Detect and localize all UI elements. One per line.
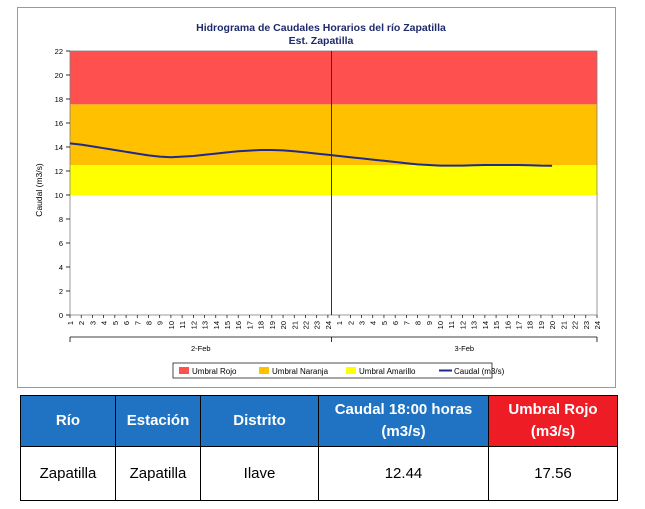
- x-tick-label: 7: [133, 321, 142, 325]
- y-tick-label: 14: [55, 143, 63, 152]
- cell-caudal: 12.44: [318, 446, 489, 501]
- x-tick-label: 20: [548, 321, 557, 329]
- series-caudal-line: [69, 142, 553, 167]
- cell-umbral-rojo: 17.56: [488, 446, 618, 501]
- y-tick-label: 12: [55, 167, 63, 176]
- y-tick-label: 4: [59, 263, 63, 272]
- y-tick-label: 10: [55, 191, 63, 200]
- legend-swatch: [259, 367, 269, 374]
- x-tick-label: 5: [111, 321, 120, 325]
- x-tick-label: 16: [234, 321, 243, 329]
- x-tick-label: 18: [257, 321, 266, 329]
- x-tick-label: 9: [425, 321, 434, 325]
- x-tick-label: 6: [122, 321, 131, 325]
- chart-title: Hidrograma de Caudales Horarios del río …: [196, 22, 446, 34]
- x-tick-label: 21: [559, 321, 568, 329]
- x-tick-label: 24: [593, 321, 602, 329]
- table-row: Zapatilla Zapatilla Ilave 12.44 17.56: [20, 446, 618, 501]
- x-tick-label: 22: [301, 321, 310, 329]
- x-tick-label: 15: [223, 321, 232, 329]
- date-label: 3-Feb: [454, 344, 474, 353]
- legend: Umbral Rojo Umbral Naranja Umbral Amarillo…: [172, 362, 505, 379]
- x-tick-label: 22: [571, 321, 580, 329]
- legend-swatch: [179, 367, 189, 374]
- band-umbral-rojo: [70, 51, 597, 105]
- y-tick-label: 18: [55, 95, 63, 104]
- hydrograph-chart: Hidrograma de Caudales Horarios del río …: [34, 22, 602, 379]
- info-table: Río Estación Distrito Caudal 18:00 horas…: [20, 395, 618, 501]
- x-tick-label: 2: [77, 321, 86, 325]
- y-tick-label: 16: [55, 119, 63, 128]
- x-tick-label: 3: [88, 321, 97, 325]
- x-tick-label: 19: [537, 321, 546, 329]
- y-tick-label: 0: [59, 311, 63, 320]
- x-tick-label: 17: [245, 321, 254, 329]
- x-tick-label: 18: [526, 321, 535, 329]
- x-tick-label: 11: [178, 321, 187, 329]
- cell-rio: Zapatilla: [20, 446, 116, 501]
- x-tick-label: 15: [492, 321, 501, 329]
- x-tick-label: 19: [268, 321, 277, 329]
- header-caudal: Caudal 18:00 horas (m3/s): [318, 395, 489, 447]
- y-axis-label: Caudal (m3/s): [34, 163, 44, 217]
- chart-subtitle: Est. Zapatilla: [289, 35, 354, 47]
- x-tick-label: 24: [324, 321, 333, 329]
- x-tick-label: 10: [436, 321, 445, 329]
- y-tick-label: 22: [55, 47, 63, 56]
- plot-area: [69, 50, 598, 316]
- x-tick-label: 16: [503, 321, 512, 329]
- x-tick-label: 13: [470, 321, 479, 329]
- legend-label: Caudal (m3/s): [454, 367, 505, 376]
- x-tick-label: 23: [582, 321, 591, 329]
- cell-distrito: Ilave: [200, 446, 319, 501]
- series-layer: [69, 142, 553, 167]
- x-tick-label: 10: [167, 321, 176, 329]
- x-tick-label: 2: [346, 321, 355, 325]
- table-header-row: Río Estación Distrito Caudal 18:00 horas…: [20, 395, 618, 447]
- header-rio: Río: [20, 395, 116, 447]
- x-tick-label: 8: [414, 321, 423, 325]
- date-label: 2-Feb: [191, 344, 211, 353]
- x-tick-label: 5: [380, 321, 389, 325]
- x-tick-label: 12: [189, 321, 198, 329]
- x-tick-label: 17: [515, 321, 524, 329]
- x-tick-label: 1: [335, 321, 344, 325]
- y-tick-label: 20: [55, 71, 63, 80]
- x-tick-label: 1: [66, 321, 75, 325]
- x-tick-label: 8: [144, 321, 153, 325]
- y-tick-label: 8: [59, 215, 63, 224]
- x-tick-label: 4: [369, 321, 378, 325]
- header-distrito: Distrito: [200, 395, 319, 447]
- x-tick-label: 4: [100, 321, 109, 325]
- band-umbral-amarillo: [70, 165, 597, 195]
- x-tick-label: 7: [402, 321, 411, 325]
- y-tick-label: 6: [59, 239, 63, 248]
- x-tick-label: 6: [391, 321, 400, 325]
- threshold-bands: [70, 51, 597, 195]
- y-tick-label: 2: [59, 287, 63, 296]
- legend-box: [172, 362, 493, 379]
- x-tick-label: 14: [212, 321, 221, 329]
- legend-label: Umbral Amarillo: [359, 367, 416, 376]
- chart-frame: Hidrograma de Caudales Horarios del río …: [17, 7, 616, 388]
- header-umbral-rojo: Umbral Rojo (m3/s): [488, 395, 618, 447]
- x-tick-label: 3: [358, 321, 367, 325]
- legend-label: Umbral Naranja: [272, 367, 329, 376]
- x-tick-label: 11: [447, 321, 456, 329]
- legend-swatch: [346, 367, 356, 374]
- header-estacion: Estación: [115, 395, 201, 447]
- x-tick-label: 13: [201, 321, 210, 329]
- x-tick-label: 21: [290, 321, 299, 329]
- x-tick-label: 20: [279, 321, 288, 329]
- cell-estacion: Zapatilla: [115, 446, 201, 501]
- x-tick-label: 9: [156, 321, 165, 325]
- x-tick-label: 23: [313, 321, 322, 329]
- legend-label: Umbral Rojo: [192, 367, 237, 376]
- x-tick-label: 14: [481, 321, 490, 329]
- x-tick-label: 12: [458, 321, 467, 329]
